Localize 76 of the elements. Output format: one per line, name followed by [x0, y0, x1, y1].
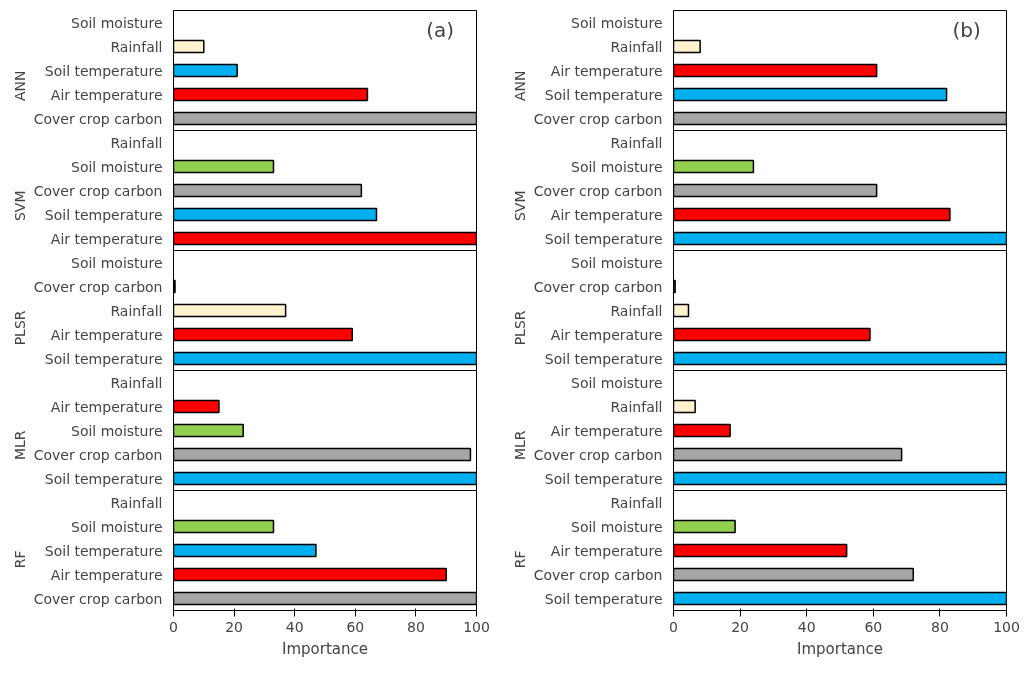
text: RF [11, 550, 28, 569]
annotation: (b) [952, 17, 981, 42]
y-tick-label: Soil temperature [44, 350, 163, 367]
y-tick-label: Cover crop carbon [33, 446, 163, 463]
y-tick-label: Soil moisture [71, 422, 163, 439]
y-tick-label: Soil temperature [544, 350, 663, 367]
y-tick-label: Soil moisture [71, 158, 163, 175]
y-tick-label: Air temperature [50, 86, 163, 103]
y-tick-label: Cover crop carbon [33, 182, 163, 199]
x-tick-label: 100 [463, 618, 490, 635]
text: RF [511, 550, 528, 569]
y-tick-label: Air temperature [50, 566, 163, 583]
y-tick-label: Cover crop carbon [533, 182, 663, 199]
x-tick-label: 40 [797, 618, 816, 635]
y-tick-label: Soil temperature [544, 590, 663, 607]
y-tick-label: Air temperature [50, 230, 163, 247]
y-tick-label: Soil moisture [71, 254, 163, 271]
y-tick-label: Rainfall [110, 38, 163, 55]
x-tick-label: 40 [285, 618, 304, 635]
y-tick-label: Soil temperature [544, 86, 663, 103]
y-tick-label: Air temperature [550, 326, 663, 343]
y-tick-label: Cover crop carbon [533, 110, 663, 127]
y-tick-label: Soil moisture [571, 374, 663, 391]
text: ANN [11, 70, 28, 102]
text: PLSR [11, 310, 28, 346]
x-tick-label: 80 [930, 618, 949, 635]
y-tick-label: Rainfall [610, 38, 663, 55]
x-tick-label: 60 [864, 618, 883, 635]
y-tick-label: Rainfall [110, 494, 163, 511]
y-tick-label: Rainfall [610, 302, 663, 319]
y-tick-label: Soil temperature [44, 62, 163, 79]
x-tick-label: 100 [993, 618, 1020, 635]
text: MLR [511, 430, 528, 461]
y-tick-label: Cover crop carbon [33, 110, 163, 127]
y-tick-label: Rainfall [110, 374, 163, 391]
y-tick-label: Soil temperature [544, 230, 663, 247]
y-tick-label: Cover crop carbon [533, 566, 663, 583]
y-tick-label: Soil moisture [571, 518, 663, 535]
text: ANN [511, 70, 528, 102]
y-tick-label: Soil temperature [44, 470, 163, 487]
y-tick-label: Soil moisture [571, 14, 663, 31]
annotation: (a) [426, 17, 455, 42]
y-tick-label: Rainfall [110, 302, 163, 319]
y-tick-label: Rainfall [610, 494, 663, 511]
y-tick-label: Rainfall [610, 134, 663, 151]
y-tick-label: Soil moisture [71, 14, 163, 31]
y-tick-label: Air temperature [550, 422, 663, 439]
x-tick-label: 80 [406, 618, 425, 635]
text: PLSR [511, 310, 528, 346]
y-tick-label: Cover crop carbon [533, 278, 663, 295]
x-axis-title: Importance [282, 639, 368, 658]
x-tick-label: 0 [669, 618, 678, 635]
y-tick-label: Soil temperature [544, 470, 663, 487]
x-axis-title: Importance [797, 639, 883, 658]
y-tick-label: Soil moisture [71, 518, 163, 535]
y-tick-label: Cover crop carbon [33, 278, 163, 295]
y-tick-label: Air temperature [550, 62, 663, 79]
text: SVM [11, 190, 28, 222]
y-tick-label: Air temperature [50, 326, 163, 343]
y-tick-label: Soil moisture [571, 254, 663, 271]
text: MLR [11, 430, 28, 461]
y-tick-label: Rainfall [110, 134, 163, 151]
x-tick-label: 20 [225, 618, 244, 635]
y-tick-label: Air temperature [50, 398, 163, 415]
x-tick-label: 0 [169, 618, 178, 635]
x-tick-label: 60 [346, 618, 365, 635]
y-tick-label: Soil temperature [44, 206, 163, 223]
y-tick-label: Air temperature [550, 542, 663, 559]
y-tick-label: Cover crop carbon [33, 590, 163, 607]
y-tick-label: Cover crop carbon [533, 446, 663, 463]
x-tick-label: 20 [731, 618, 750, 635]
y-tick-label: Rainfall [610, 398, 663, 415]
y-tick-label: Soil moisture [571, 158, 663, 175]
y-tick-label: Air temperature [550, 206, 663, 223]
text: SVM [511, 190, 528, 222]
y-tick-label: Soil temperature [44, 542, 163, 559]
